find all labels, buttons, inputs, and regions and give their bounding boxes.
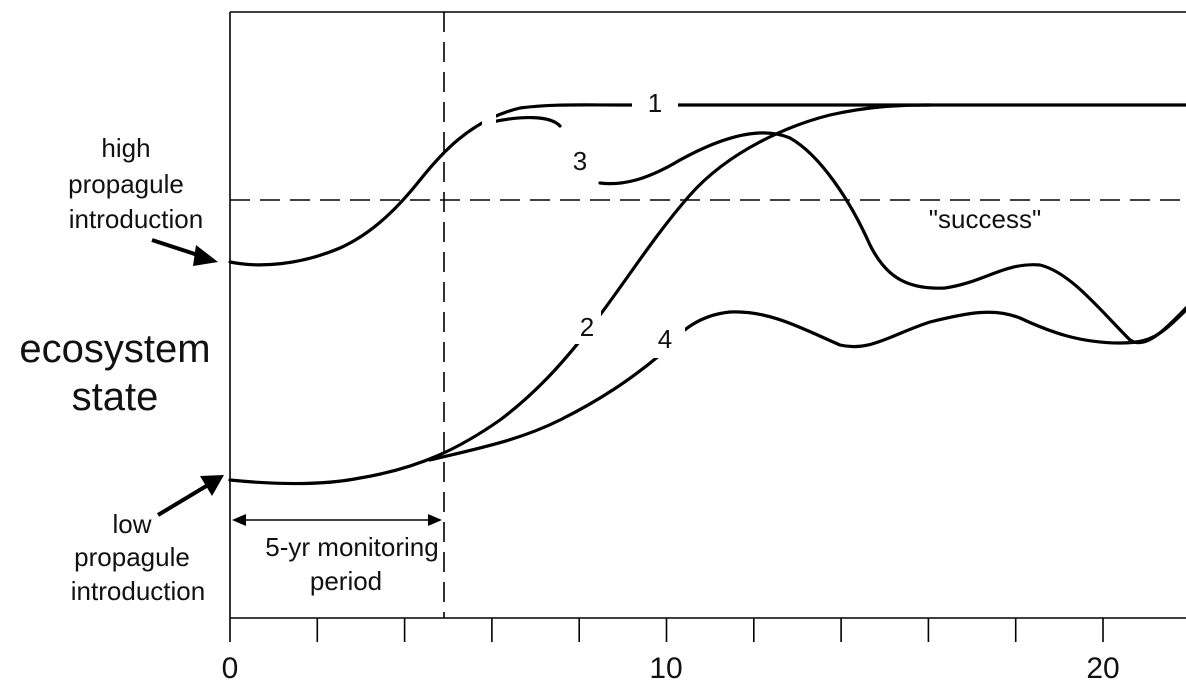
y-axis-title-line-2: state — [72, 375, 159, 419]
monitoring-arrow-right-head — [428, 514, 442, 526]
label-gap-1 — [632, 86, 678, 122]
label-gap-4 — [645, 322, 685, 358]
low-input-arrow-shaft — [156, 483, 210, 517]
curve-3 — [490, 115, 1186, 345]
label-gap-3 — [566, 144, 596, 178]
high-input-label-line-3: introduction — [69, 204, 203, 234]
success-label: "success" — [929, 204, 1041, 234]
curve-label-1: 1 — [648, 88, 662, 118]
y-axis-title-line-1: ecosystem — [19, 327, 210, 371]
low-input-label-line-3: introduction — [71, 576, 205, 606]
curve-4 — [428, 308, 1186, 462]
high-input-label-line-1: high — [101, 133, 150, 163]
label-gap-1b — [482, 112, 496, 128]
tick-label-10: 10 — [649, 652, 682, 685]
tick-label-0: 0 — [222, 652, 239, 685]
monitoring-arrow-left-head — [232, 514, 246, 526]
high-input-label-line-2: propagule — [68, 169, 184, 199]
curve-label-2: 2 — [580, 312, 594, 342]
high-input-arrow-head — [193, 245, 218, 266]
monitoring-label-line-1: 5-yr monitoring — [265, 532, 438, 562]
x-axis-ticks — [229, 618, 1104, 642]
curve-1 — [228, 103, 1186, 267]
low-input-label-line-2: propagule — [74, 542, 190, 572]
label-gap-2 — [575, 308, 601, 344]
curve-label-3: 3 — [573, 146, 587, 176]
low-input-label-line-1: low — [112, 509, 151, 539]
monitoring-label-line-2: period — [310, 566, 382, 596]
tick-label-20: 20 — [1086, 652, 1119, 685]
low-input-arrow-head — [200, 475, 224, 496]
curve-label-4: 4 — [658, 324, 672, 354]
